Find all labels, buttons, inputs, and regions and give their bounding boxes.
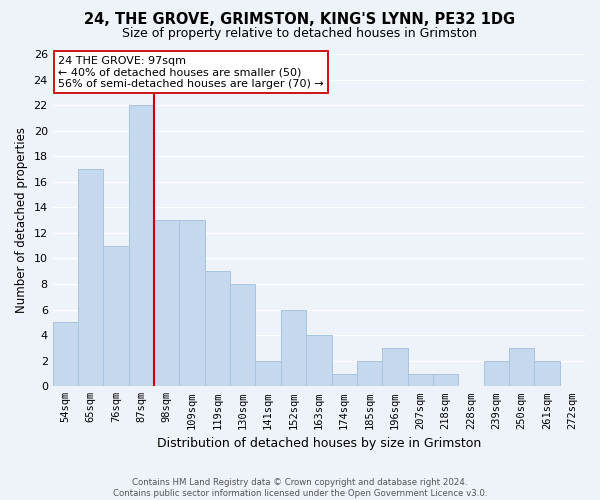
Bar: [129, 105, 154, 386]
Bar: [230, 284, 256, 386]
Bar: [103, 246, 129, 386]
Text: Contains HM Land Registry data © Crown copyright and database right 2024.
Contai: Contains HM Land Registry data © Crown c…: [113, 478, 487, 498]
Bar: [154, 220, 179, 386]
Y-axis label: Number of detached properties: Number of detached properties: [15, 127, 28, 313]
Bar: [382, 348, 407, 387]
X-axis label: Distribution of detached houses by size in Grimston: Distribution of detached houses by size …: [157, 437, 481, 450]
Bar: [535, 360, 560, 386]
Bar: [281, 310, 306, 386]
Bar: [53, 322, 78, 386]
Bar: [78, 169, 103, 386]
Bar: [484, 360, 509, 386]
Bar: [332, 374, 357, 386]
Bar: [433, 374, 458, 386]
Text: Size of property relative to detached houses in Grimston: Size of property relative to detached ho…: [122, 28, 478, 40]
Bar: [407, 374, 433, 386]
Text: 24 THE GROVE: 97sqm
← 40% of detached houses are smaller (50)
56% of semi-detach: 24 THE GROVE: 97sqm ← 40% of detached ho…: [58, 56, 324, 89]
Bar: [306, 335, 332, 386]
Bar: [256, 360, 281, 386]
Bar: [179, 220, 205, 386]
Text: 24, THE GROVE, GRIMSTON, KING'S LYNN, PE32 1DG: 24, THE GROVE, GRIMSTON, KING'S LYNN, PE…: [85, 12, 515, 28]
Bar: [357, 360, 382, 386]
Bar: [509, 348, 535, 387]
Bar: [205, 272, 230, 386]
